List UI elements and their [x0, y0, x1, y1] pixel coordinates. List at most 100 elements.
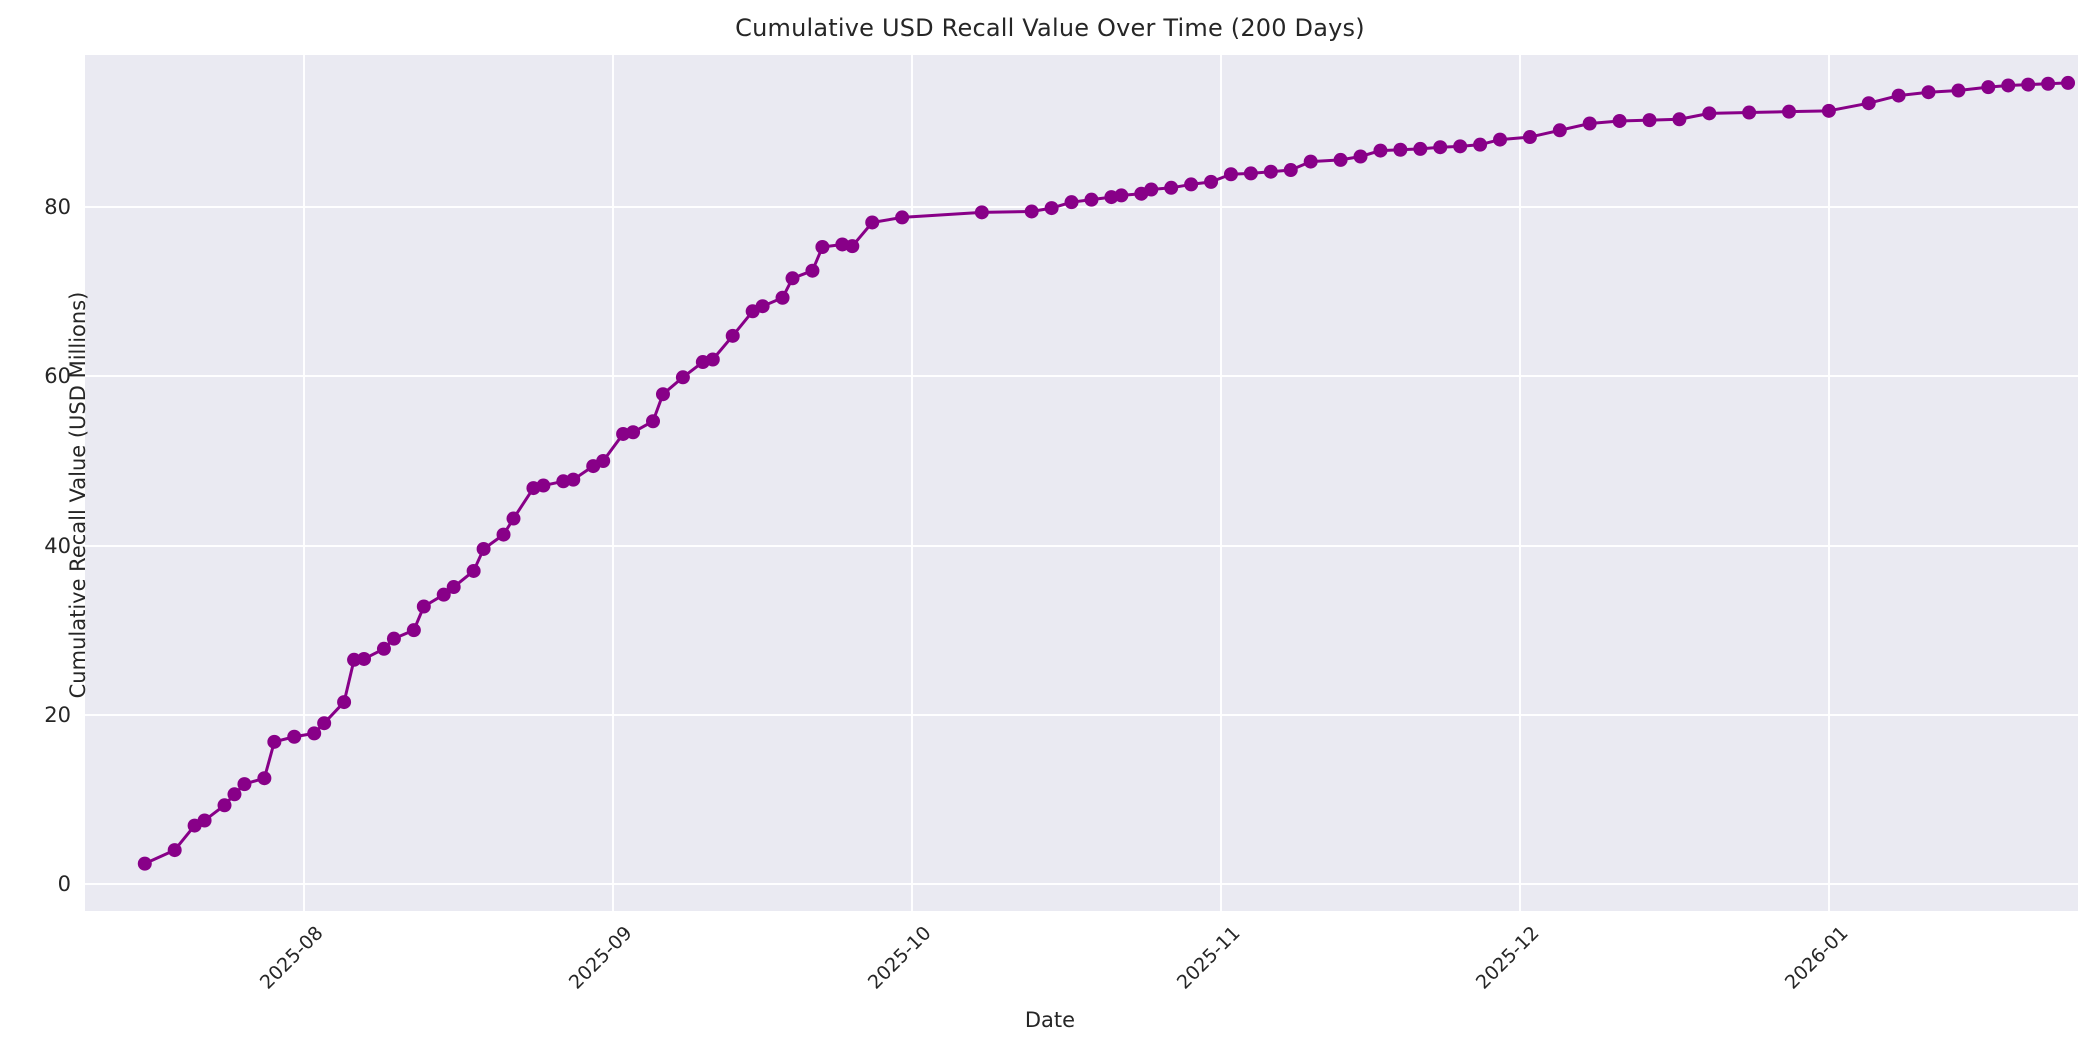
- data-point-marker: [1582, 116, 1597, 131]
- data-point-marker: [416, 599, 431, 614]
- data-point-marker: [337, 695, 352, 710]
- data-point-marker: [1493, 132, 1508, 147]
- data-point-marker: [1184, 177, 1199, 192]
- gridline-vertical: [303, 55, 306, 911]
- data-point-marker: [655, 387, 670, 402]
- data-point-marker: [566, 472, 581, 487]
- data-point-marker: [197, 813, 212, 828]
- data-point-marker: [1024, 204, 1039, 219]
- plot-area: [85, 55, 2078, 911]
- data-point-marker: [237, 777, 252, 792]
- data-point-marker: [506, 511, 521, 526]
- data-point-marker: [1084, 192, 1099, 207]
- data-point-marker: [1782, 104, 1797, 119]
- data-point-marker: [1223, 167, 1238, 182]
- y-axis-tick-label: 20: [44, 702, 71, 727]
- gridline-horizontal: [85, 206, 2078, 209]
- gridline-horizontal: [85, 544, 2078, 547]
- data-point-marker: [974, 205, 989, 220]
- data-point-marker: [137, 856, 152, 871]
- data-point-marker: [1303, 154, 1318, 169]
- gridline-vertical: [911, 55, 914, 911]
- x-axis-tick-label: 2025-08: [256, 922, 328, 994]
- data-point-marker: [785, 271, 800, 286]
- data-point-marker: [317, 716, 332, 731]
- data-point-marker: [2021, 77, 2036, 92]
- data-point-marker: [287, 729, 302, 744]
- data-point-marker: [775, 290, 790, 305]
- gridline-horizontal: [85, 375, 2078, 378]
- data-point-marker: [217, 798, 232, 813]
- gridline-horizontal: [85, 713, 2078, 716]
- data-point-marker: [1921, 85, 1936, 100]
- y-axis-tick-label: 60: [44, 364, 71, 389]
- data-point-marker: [725, 328, 740, 343]
- data-point-marker: [865, 215, 880, 230]
- gridline-horizontal: [85, 882, 2078, 885]
- data-point-marker: [406, 623, 421, 638]
- data-point-marker: [1821, 103, 1836, 118]
- data-point-marker: [1642, 113, 1657, 128]
- x-axis-tick-label: 2025-12: [1471, 922, 1544, 994]
- data-point-marker: [705, 352, 720, 367]
- data-point-marker: [895, 210, 910, 225]
- x-axis-label: Date: [1024, 1008, 1076, 1032]
- data-point-marker: [1283, 163, 1298, 178]
- data-point-marker: [496, 527, 511, 542]
- gridline-vertical: [612, 55, 615, 911]
- data-point-marker: [1951, 83, 1966, 98]
- chart-title: Cumulative USD Recall Value Over Time (2…: [735, 14, 1365, 42]
- data-point-marker: [1333, 152, 1348, 167]
- data-point-marker: [1742, 105, 1757, 120]
- data-point-marker: [386, 631, 401, 646]
- data-point-marker: [1413, 141, 1428, 156]
- data-point-marker: [167, 843, 182, 858]
- x-axis-tick-label: 2025-09: [565, 922, 637, 994]
- data-point-marker: [1612, 113, 1627, 128]
- data-point-marker: [1114, 188, 1129, 203]
- y-axis-label: Cumulative Recall Value (USD Millions): [66, 291, 90, 699]
- data-point-marker: [1522, 130, 1537, 145]
- data-point-marker: [446, 580, 461, 595]
- data-point-marker: [536, 478, 551, 493]
- data-point-marker: [1433, 140, 1448, 155]
- data-point-marker: [1144, 182, 1159, 197]
- data-point-marker: [466, 563, 481, 578]
- data-point-marker: [1064, 195, 1079, 210]
- data-point-marker: [1164, 180, 1179, 195]
- data-point-marker: [1263, 164, 1278, 179]
- data-point-marker: [596, 454, 611, 469]
- data-point-marker: [1672, 112, 1687, 127]
- x-axis-tick-label: 2025-11: [1172, 922, 1245, 994]
- gridline-vertical: [1827, 55, 1830, 911]
- data-point-marker: [1044, 201, 1059, 216]
- data-point-marker: [626, 425, 641, 440]
- data-point-marker: [357, 651, 372, 666]
- data-point-marker: [1243, 166, 1258, 181]
- data-point-marker: [1393, 142, 1408, 157]
- data-point-marker: [755, 299, 770, 314]
- gridline-vertical: [1518, 55, 1521, 911]
- data-point-marker: [476, 541, 491, 556]
- data-point-marker: [2001, 78, 2016, 93]
- data-point-marker: [1861, 96, 1876, 111]
- data-point-marker: [815, 240, 830, 255]
- data-point-marker: [845, 239, 860, 254]
- data-point-marker: [1453, 139, 1468, 154]
- data-point-marker: [1702, 106, 1717, 121]
- data-point-marker: [2061, 75, 2076, 90]
- data-point-marker: [267, 734, 282, 749]
- data-point-marker: [376, 641, 391, 656]
- data-point-marker: [646, 414, 660, 429]
- y-axis-tick-label: 0: [57, 871, 71, 896]
- data-point-marker: [1353, 149, 1368, 164]
- gridline-vertical: [1220, 55, 1222, 911]
- data-point-marker: [307, 726, 322, 741]
- data-point-marker: [227, 787, 242, 802]
- data-point-marker: [1473, 137, 1488, 152]
- data-point-marker: [436, 587, 451, 602]
- y-axis-tick-label: 40: [44, 533, 71, 558]
- data-point-marker: [1981, 80, 1996, 95]
- x-axis-tick-label: 2026-01: [1780, 922, 1853, 994]
